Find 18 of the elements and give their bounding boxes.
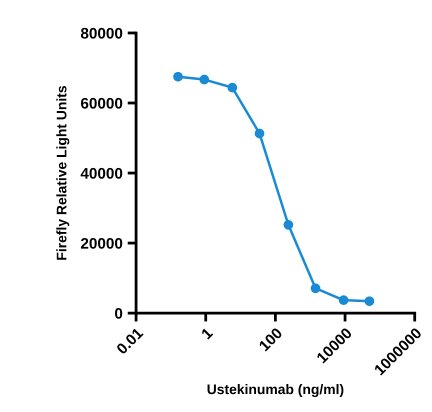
point bbox=[338, 295, 348, 306]
point bbox=[254, 128, 264, 138]
y-axis-title: Firefly Relative Light Units bbox=[56, 86, 70, 260]
x-tick-label: 0.01 bbox=[116, 326, 144, 355]
point bbox=[173, 72, 183, 82]
x-axis-title: Ustekinumab (ng/ml) bbox=[208, 384, 344, 397]
y-tick-label: 60000 bbox=[80, 98, 122, 109]
x-tick-label: 100 bbox=[258, 327, 283, 352]
point bbox=[310, 283, 320, 294]
point bbox=[284, 220, 294, 230]
point bbox=[227, 82, 238, 92]
y-tick-label: 40000 bbox=[80, 168, 122, 179]
point bbox=[364, 296, 374, 306]
x-tick-label: 1 bbox=[200, 327, 214, 340]
y-tick-label: 20000 bbox=[80, 238, 122, 249]
y-tick-label: 80000 bbox=[80, 28, 122, 39]
point bbox=[199, 74, 210, 84]
y-tick-label: 0 bbox=[114, 308, 122, 319]
